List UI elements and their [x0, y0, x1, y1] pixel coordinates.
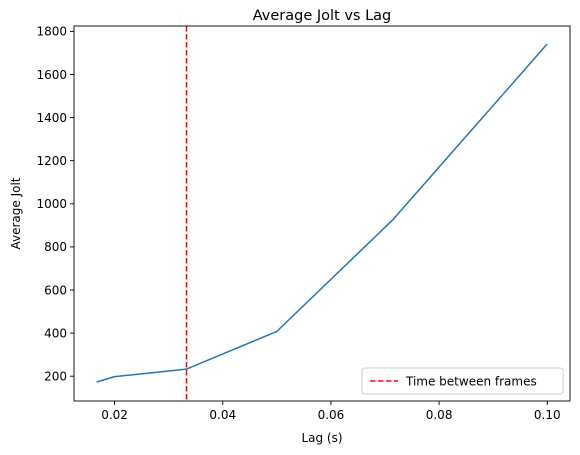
plot-area	[96, 26, 548, 401]
y-tick-label: 400	[44, 326, 67, 340]
x-tick-label: 0.08	[426, 408, 453, 422]
axes: 0.02 0.04 0.06 0.08 0.10 200 400 600 800 1000 1200…	[36, 25, 571, 422]
x-tick-label: 0.06	[318, 408, 345, 422]
y-tick-label: 1400	[36, 111, 67, 125]
y-tick-label: 1200	[36, 154, 67, 168]
y-tick-label: 600	[44, 283, 67, 297]
x-tick-label: 0.10	[534, 408, 561, 422]
axes-frame	[73, 25, 571, 402]
y-axis-label: Average Jolt	[9, 177, 23, 249]
legend-label: Time between frames	[405, 374, 537, 388]
y-tick-label: 1600	[36, 68, 67, 82]
legend: Time between frames	[361, 367, 564, 395]
series-line-0	[96, 43, 548, 383]
x-tick-label: 0.04	[209, 408, 236, 422]
y-tick-label: 1800	[36, 25, 67, 39]
legend-box	[361, 367, 564, 395]
x-tick-label: 0.02	[101, 408, 128, 422]
chart-title: Average Jolt vs Lag	[253, 8, 392, 24]
y-tick-label: 1000	[36, 197, 67, 211]
y-tick-label: 200	[44, 370, 67, 384]
x-axis-label: Lag (s)	[301, 431, 342, 445]
y-tick-label: 800	[44, 240, 67, 254]
